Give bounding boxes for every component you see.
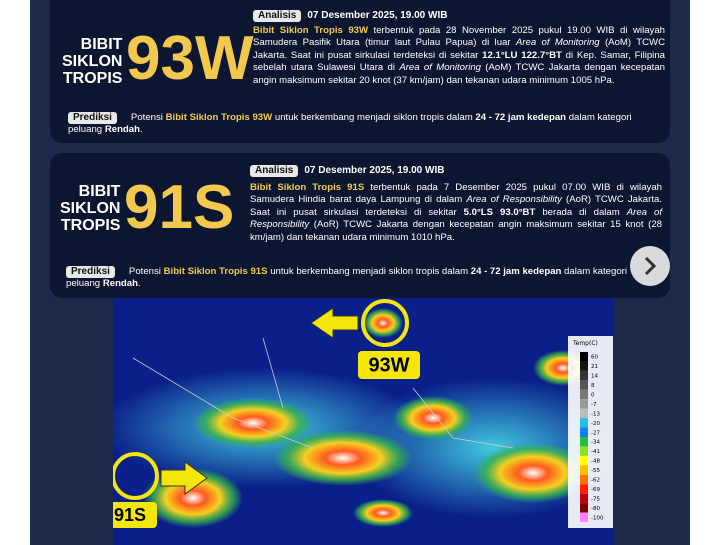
colorbar-label: -80 bbox=[591, 506, 600, 512]
card-code: 93W bbox=[126, 24, 254, 93]
colorbar-label: -69 bbox=[591, 487, 600, 493]
analysis: Bibit Siklon Tropis 91S terbentuk pada 7… bbox=[250, 182, 662, 243]
colorbar-label: -41 bbox=[591, 449, 600, 455]
date-line: Analisis 07 Desember 2025, 19.00 WIB bbox=[250, 165, 444, 177]
card: BIBIT SIKLON TROPIS 91S Analisis 07 Desembe… bbox=[50, 153, 670, 298]
colorbar-label: -13 bbox=[591, 411, 600, 417]
card: BIBIT SIKLON TROPIS 93W Analisis 07 Desembe… bbox=[50, 0, 670, 143]
colorbar-label: -48 bbox=[591, 459, 600, 465]
colorbar-label: -100 bbox=[591, 515, 604, 521]
colorbar-label: 8 bbox=[591, 383, 595, 389]
badge: Analisis bbox=[250, 165, 299, 177]
colorbar-swatch bbox=[580, 427, 588, 437]
colorbar-swatch bbox=[580, 399, 588, 409]
colorbar-swatch bbox=[580, 380, 588, 390]
colorbar-label: 0 bbox=[591, 393, 595, 399]
badge: Prediksi bbox=[68, 112, 117, 124]
next-button[interactable] bbox=[628, 244, 672, 288]
colorbar-label: -34 bbox=[591, 440, 600, 446]
colorbar-swatch bbox=[580, 437, 588, 447]
callout: 93W bbox=[368, 354, 409, 376]
colorbar-swatch bbox=[580, 493, 588, 504]
colorbar-label: -7 bbox=[591, 402, 597, 408]
colorbar-label: -27 bbox=[591, 430, 600, 436]
colorbar-swatch bbox=[580, 474, 588, 485]
colorbar-swatch bbox=[580, 512, 588, 522]
colorbar-title: Temp(C) bbox=[572, 340, 598, 347]
badge: Prediksi bbox=[66, 266, 115, 278]
colorbar-label: -62 bbox=[591, 478, 600, 484]
date-line: Analisis 07 Desember 2025, 19.00 WIB bbox=[253, 10, 447, 22]
colorbar-label: 60 bbox=[591, 355, 598, 361]
colorbar-swatch bbox=[580, 352, 588, 362]
colorbar-swatch bbox=[580, 389, 588, 400]
colorbar-swatch bbox=[580, 370, 588, 381]
colorbar-swatch bbox=[580, 455, 588, 466]
card-label: BIBIT SIKLON TROPIS bbox=[60, 183, 121, 234]
badge: Analisis bbox=[253, 10, 302, 22]
colorbar-swatch bbox=[580, 484, 588, 494]
card-label: BIBIT SIKLON TROPIS bbox=[62, 36, 123, 87]
colorbar-label: -75 bbox=[591, 496, 600, 502]
colorbar-swatch bbox=[580, 408, 588, 419]
colorbar-swatch bbox=[580, 503, 588, 513]
card-code: 91S bbox=[124, 173, 235, 242]
colorbar-label: -55 bbox=[591, 468, 600, 474]
callout: 91S bbox=[114, 505, 146, 525]
satellite-map: 93W 91S Temp(C) 60 21 14 8 0 -7 -13 -20 -27 -34 -4… bbox=[113, 298, 613, 545]
colorbar-swatch bbox=[580, 361, 588, 371]
colorbar-swatch bbox=[580, 446, 588, 456]
prediction: Prediksi Potensi Bibit Siklon Tropis 93W … bbox=[68, 112, 632, 136]
colorbar-label: 21 bbox=[591, 364, 598, 370]
prediction: Prediksi Potensi Bibit Siklon Tropis 91S … bbox=[66, 266, 627, 290]
colorbar-label: 14 bbox=[591, 374, 598, 380]
colorbar-swatch bbox=[580, 465, 588, 475]
colorbar-swatch bbox=[580, 418, 588, 428]
colorbar-label: -20 bbox=[591, 421, 600, 427]
analysis: Bibit Siklon Tropis 93W terbentuk pada 2… bbox=[253, 25, 666, 86]
